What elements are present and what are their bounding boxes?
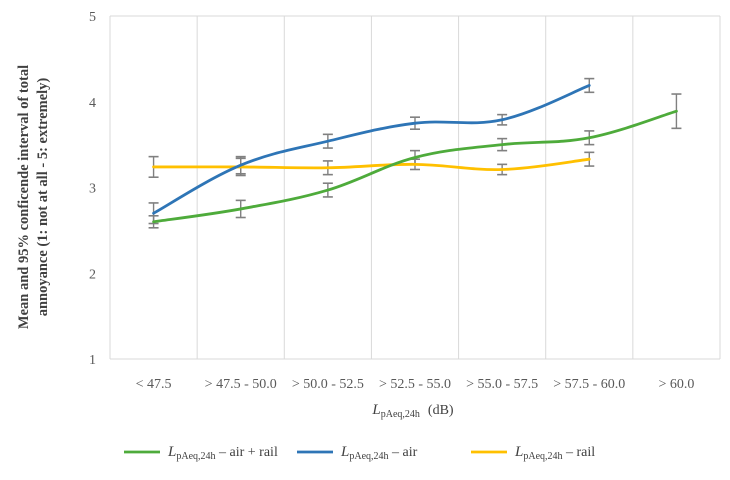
series-lines <box>152 84 678 224</box>
legend-entry-sub: pAeq,24h <box>523 451 562 462</box>
legend-entry-label: – air <box>389 445 418 460</box>
x-axis-label-main: L <box>371 402 380 418</box>
series-line-air-rail <box>152 109 678 224</box>
y-tick-label: 2 <box>89 267 96 282</box>
legend-entry-label: – air + rail <box>216 445 278 460</box>
legend-entry: LpAeq,24h – air + rail <box>167 444 278 462</box>
x-axis-label-sub: pAeq,24h <box>381 409 420 420</box>
x-axis-ticks: < 47.5 > 47.5 - 50.0 > 50.0 - 52.5 > 52.5 -… <box>136 377 695 392</box>
y-tick-label: 3 <box>89 182 96 197</box>
x-tick-label: > 47.5 - 50.0 <box>205 377 277 392</box>
legend: LpAeq,24h – air + rail LpAeq,24h – air LpA… <box>124 444 595 462</box>
legend-entry-main: L <box>514 444 523 460</box>
legend-entry-label: – rail <box>563 445 596 460</box>
series-line-air <box>152 84 591 215</box>
error-bars <box>148 77 682 229</box>
x-tick-label: > 55.0 - 57.5 <box>466 377 538 392</box>
legend-entry-sub: pAeq,24h <box>176 451 215 462</box>
x-tick-label: < 47.5 <box>136 377 172 392</box>
y-axis-ticks: 1 2 3 4 5 <box>89 10 96 368</box>
x-tick-label: > 57.5 - 60.0 <box>553 377 625 392</box>
y-axis-label-line1: Mean and 95% conficende interval of tota… <box>16 65 32 329</box>
x-axis-label-unit: (dB) <box>428 403 454 418</box>
legend-entry: LpAeq,24h – air <box>340 444 418 462</box>
series-line-rail <box>152 157 591 171</box>
y-axis-label-line2: annoyance (1: not at all - 5: extremely) <box>35 78 51 317</box>
legend-entry-main: L <box>340 444 349 460</box>
y-tick-label: 4 <box>89 96 96 111</box>
x-axis-label: LpAeq,24h (dB) <box>371 402 454 420</box>
x-tick-label: > 60.0 <box>658 377 694 392</box>
x-tick-label: > 50.0 - 52.5 <box>292 377 364 392</box>
y-tick-label: 1 <box>89 353 96 368</box>
y-tick-label: 5 <box>89 10 96 25</box>
legend-entry-sub: pAeq,24h <box>349 451 388 462</box>
legend-entry: LpAeq,24h – rail <box>514 444 595 462</box>
grid <box>109 15 721 360</box>
legend-entry-main: L <box>167 444 176 460</box>
x-tick-label: > 52.5 - 55.0 <box>379 377 451 392</box>
